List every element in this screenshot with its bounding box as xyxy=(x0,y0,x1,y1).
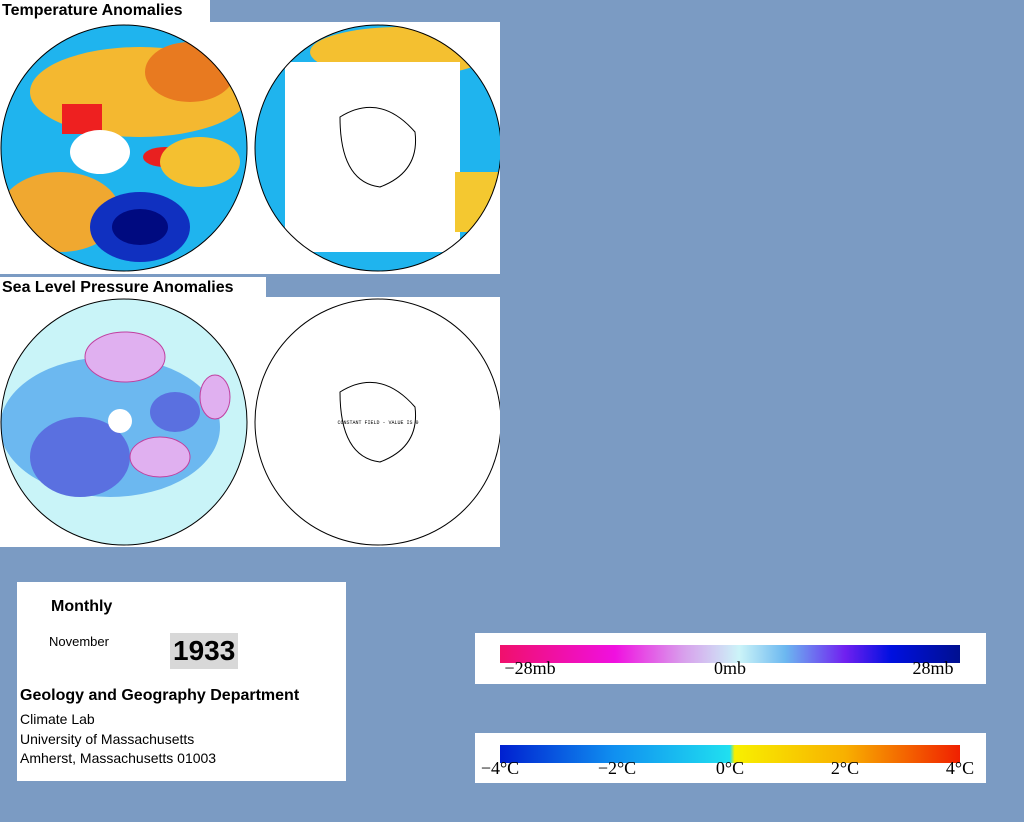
north-pressure-map xyxy=(1,299,247,545)
legend-label: −28mb xyxy=(504,658,556,678)
north-hemisphere-map xyxy=(1,25,247,271)
month: November xyxy=(49,634,109,649)
info-box: Monthly November 1933 Geology and Geogra… xyxy=(17,582,346,781)
legend-label: 2°C xyxy=(830,758,860,778)
period: Monthly xyxy=(51,598,113,615)
temperature-color-bar xyxy=(500,745,960,763)
south-hemisphere-map xyxy=(255,25,500,271)
department: Geology and Geography Department xyxy=(20,687,300,704)
info-line: Amherst, Massachusetts 01003 xyxy=(20,750,217,766)
legend-label: 0°C xyxy=(715,758,745,778)
legend-label: −4°C xyxy=(480,758,520,778)
pressure-maps: CONSTANT FIELD - VALUE IS 0 xyxy=(0,297,500,547)
pressure-legend: −28mb 0mb 28mb xyxy=(475,633,986,684)
temperature-maps xyxy=(0,22,500,274)
year: 1933 xyxy=(170,633,239,669)
constant-field-note: CONSTANT FIELD - VALUE IS 0 xyxy=(337,420,418,426)
pressure-color-bar xyxy=(500,645,960,663)
panel-title: Sea Level Pressure Anomalies xyxy=(0,277,266,299)
temperature-legend: −4°C −2°C 0°C 2°C 4°C xyxy=(475,733,986,783)
panel-title: Temperature Anomalies xyxy=(0,0,210,22)
legend-label: −2°C xyxy=(597,758,637,778)
info-line: University of Massachusetts xyxy=(20,731,195,747)
legend-label: 0mb xyxy=(713,658,747,678)
info-line: Climate Lab xyxy=(20,711,95,727)
legend-label: 28mb xyxy=(912,658,954,678)
legend-label: 4°C xyxy=(945,758,975,778)
